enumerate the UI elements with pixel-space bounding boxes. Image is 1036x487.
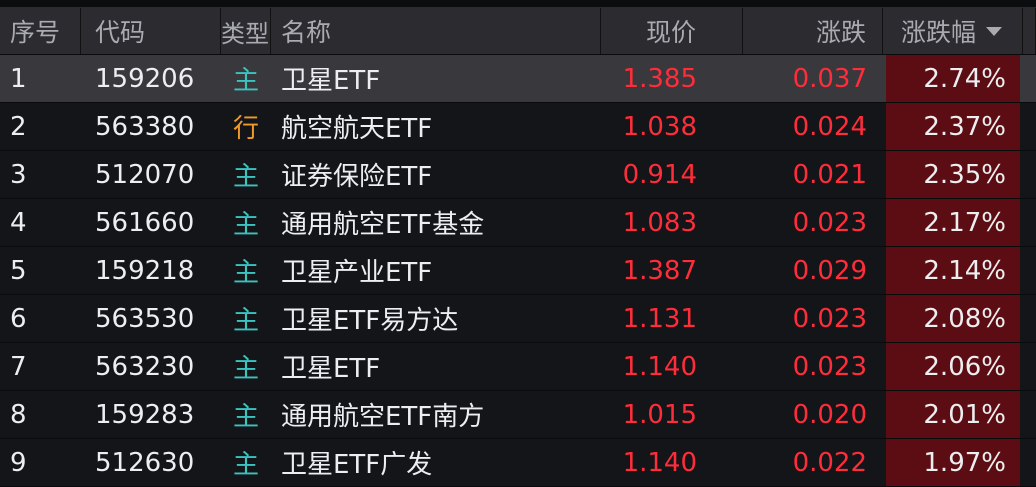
header-spacer	[1023, 8, 1036, 54]
row-change: 0.023	[792, 303, 867, 334]
table-row[interactable]: 7 563230 主卫星ETF 1.140 0.023 2.06%	[0, 343, 1036, 391]
row-index: 6	[10, 303, 27, 334]
header-pct[interactable]: 涨跌幅	[883, 8, 1023, 54]
row-index: 9	[10, 447, 27, 478]
row-pct: 2.37%	[886, 103, 1020, 150]
triangle-down-icon	[986, 26, 1003, 36]
table-row[interactable]: 9 512630 主卫星ETF广发 1.140 0.022 1.97%	[0, 439, 1036, 487]
row-name: 卫星产业ETF	[281, 258, 433, 288]
row-price: 0.914	[622, 159, 697, 190]
row-name: 卫星ETF易方达	[281, 306, 459, 336]
row-type: 行	[233, 114, 260, 144]
row-code: 561660	[95, 207, 195, 238]
row-code: 563230	[95, 351, 195, 382]
row-name: 卫星ETF	[281, 354, 381, 384]
row-change: 0.029	[792, 255, 867, 286]
table-row[interactable]: 3 512070 主证券保险ETF 0.914 0.021 2.35%	[0, 151, 1036, 199]
row-name: 证券保险ETF	[281, 162, 433, 192]
row-index: 7	[10, 351, 27, 382]
row-price: 1.387	[622, 255, 697, 286]
row-type: 主	[233, 450, 260, 480]
row-index: 5	[10, 255, 27, 286]
row-price: 1.015	[622, 399, 697, 430]
row-index: 1	[10, 63, 27, 94]
row-change: 0.024	[792, 111, 867, 142]
header-pct-label: 涨跌幅	[901, 18, 977, 47]
row-pct: 2.01%	[886, 391, 1020, 438]
table-row[interactable]: 1 159206 主卫星ETF 1.385 0.037 2.74%	[0, 55, 1036, 103]
header-price[interactable]: 现价	[601, 8, 743, 54]
row-change: 0.037	[792, 63, 867, 94]
row-code: 159218	[95, 255, 195, 286]
row-code: 512630	[95, 447, 195, 478]
header-type[interactable]: 类型	[221, 8, 271, 54]
row-price: 1.083	[622, 207, 697, 238]
row-pct: 2.74%	[886, 55, 1020, 102]
row-index: 3	[10, 159, 27, 190]
row-code: 563380	[95, 111, 195, 142]
row-price: 1.140	[622, 447, 697, 478]
table-body: 1 159206 主卫星ETF 1.385 0.037 2.74% 2 563380 行航空航天…	[0, 55, 1036, 487]
row-pct: 2.17%	[886, 199, 1020, 246]
row-index: 8	[10, 399, 27, 430]
row-type: 主	[233, 66, 260, 96]
header-index[interactable]: 序号	[0, 8, 81, 54]
row-type: 主	[233, 258, 260, 288]
row-name: 通用航空ETF基金	[281, 210, 485, 240]
top-bar	[0, 0, 1036, 8]
row-price: 1.385	[622, 63, 697, 94]
row-pct: 2.06%	[886, 343, 1020, 390]
row-change: 0.020	[792, 399, 867, 430]
header-code[interactable]: 代码	[81, 8, 221, 54]
row-index: 4	[10, 207, 27, 238]
row-code: 512070	[95, 159, 195, 190]
row-name: 卫星ETF	[281, 66, 381, 96]
row-type: 主	[233, 354, 260, 384]
row-name: 通用航空ETF南方	[281, 402, 485, 432]
table-row[interactable]: 2 563380 行航空航天ETF 1.038 0.024 2.37%	[0, 103, 1036, 151]
table-row[interactable]: 5 159218 主卫星产业ETF 1.387 0.029 2.14%	[0, 247, 1036, 295]
table-header: 序号 代码 类型 名称 现价 涨跌 涨跌幅	[0, 8, 1036, 55]
row-pct: 2.08%	[886, 295, 1020, 342]
row-price: 1.131	[622, 303, 697, 334]
table-row[interactable]: 4 561660 主通用航空ETF基金 1.083 0.023 2.17%	[0, 199, 1036, 247]
row-type: 主	[233, 210, 260, 240]
row-price: 1.038	[622, 111, 697, 142]
row-type: 主	[233, 306, 260, 336]
row-pct: 2.35%	[886, 151, 1020, 198]
row-type: 主	[233, 402, 260, 432]
header-name[interactable]: 名称	[271, 8, 601, 54]
row-change: 0.023	[792, 351, 867, 382]
row-code: 159206	[95, 63, 195, 94]
row-type: 主	[233, 162, 260, 192]
row-pct: 1.97%	[886, 439, 1020, 486]
table-row[interactable]: 6 563530 主卫星ETF易方达 1.131 0.023 2.08%	[0, 295, 1036, 343]
row-change: 0.022	[792, 447, 867, 478]
row-name: 卫星ETF广发	[281, 450, 433, 480]
row-code: 159283	[95, 399, 195, 430]
row-name: 航空航天ETF	[281, 114, 433, 144]
row-index: 2	[10, 111, 27, 142]
row-price: 1.140	[622, 351, 697, 382]
row-pct: 2.14%	[886, 247, 1020, 294]
header-change[interactable]: 涨跌	[743, 8, 883, 54]
row-change: 0.021	[792, 159, 867, 190]
row-code: 563530	[95, 303, 195, 334]
table-row[interactable]: 8 159283 主通用航空ETF南方 1.015 0.020 2.01%	[0, 391, 1036, 439]
row-change: 0.023	[792, 207, 867, 238]
